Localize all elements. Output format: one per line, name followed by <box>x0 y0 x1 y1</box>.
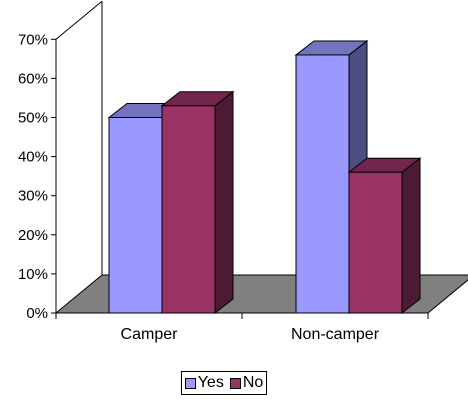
bar-side <box>214 90 234 315</box>
legend-item-yes: Yes <box>184 374 224 392</box>
legend-swatch-no <box>229 377 241 389</box>
legend-item-no: No <box>229 374 264 392</box>
legend-label-no: No <box>242 374 264 391</box>
bar-front <box>161 105 216 314</box>
y-tick-label: 30% <box>18 188 48 205</box>
bar-front <box>295 54 350 314</box>
y-axis-ticks: 0% 10% 20% 30% 40% 50% 60% 70% <box>18 31 56 322</box>
y-tick-label: 70% <box>18 31 48 48</box>
bar-front <box>108 117 163 314</box>
x-category-label: Camper <box>121 326 179 343</box>
y-tick-label: 10% <box>18 266 48 283</box>
legend-swatch-yes <box>184 377 196 389</box>
y-tick-label: 40% <box>18 149 48 166</box>
bars <box>107 39 422 315</box>
chart-walls <box>55 0 103 313</box>
bar-side <box>401 157 421 315</box>
bar-no-non-camper <box>347 157 422 315</box>
y-tick-label: 60% <box>18 70 48 87</box>
legend: Yes No <box>181 371 267 395</box>
bar-no-camper <box>160 90 235 315</box>
legend-label-yes: Yes <box>197 374 224 391</box>
y-tick-label: 20% <box>18 227 48 244</box>
x-category-label: Non-camper <box>291 326 380 343</box>
y-tick-label: 50% <box>18 110 48 127</box>
x-axis-labels: Camper Non-camper <box>121 326 380 343</box>
y-tick-label: 0% <box>26 305 48 322</box>
wall-top-edge <box>55 0 103 40</box>
bar-front <box>348 171 403 314</box>
